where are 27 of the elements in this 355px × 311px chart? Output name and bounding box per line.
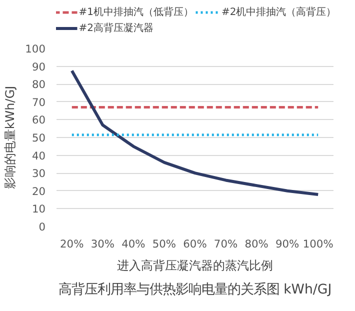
x-tick-label: 100% xyxy=(302,238,334,250)
y-tick-label: 40 xyxy=(32,149,46,162)
y-tick-label: 30 xyxy=(32,167,46,180)
y-tick-label: 70 xyxy=(32,96,46,109)
legend-label: #2机中排抽汽（高背压） xyxy=(222,6,334,19)
x-tick-label: 40% xyxy=(122,238,146,250)
y-tick-label: 20 xyxy=(32,184,46,198)
y-tick-label: 0 xyxy=(38,220,46,234)
x-tick-label: 50% xyxy=(152,238,176,250)
y-axis-title: 影响的电量kWh/GJ xyxy=(3,86,18,190)
x-tick-label: 20% xyxy=(60,238,84,250)
x-tick-label: 80% xyxy=(244,238,268,250)
x-tick-label: 70% xyxy=(214,238,238,250)
legend-label: #2高背压凝汽器 xyxy=(78,22,154,35)
x-tick-label: 90% xyxy=(275,238,300,250)
y-tick-label: 10 xyxy=(32,202,46,216)
legend-label: #1机中排抽汽（低背压） xyxy=(78,6,194,19)
text: 高背压利用率与供热影响电量的关系图 kWh/GJ xyxy=(58,282,332,298)
y-tick-label: 100 xyxy=(25,42,46,56)
y-tick-label: 90 xyxy=(32,60,46,74)
x-axis-title: 进入高背压凝汽器的蒸汽比例 xyxy=(117,258,273,272)
y-tick-label: 60 xyxy=(32,114,46,127)
y-tick-label: 80 xyxy=(32,78,46,92)
y-tick-label: 50 xyxy=(32,132,46,144)
x-tick-label: 30% xyxy=(90,238,115,250)
x-tick-label: 60% xyxy=(183,238,207,250)
line-series xyxy=(70,69,320,196)
